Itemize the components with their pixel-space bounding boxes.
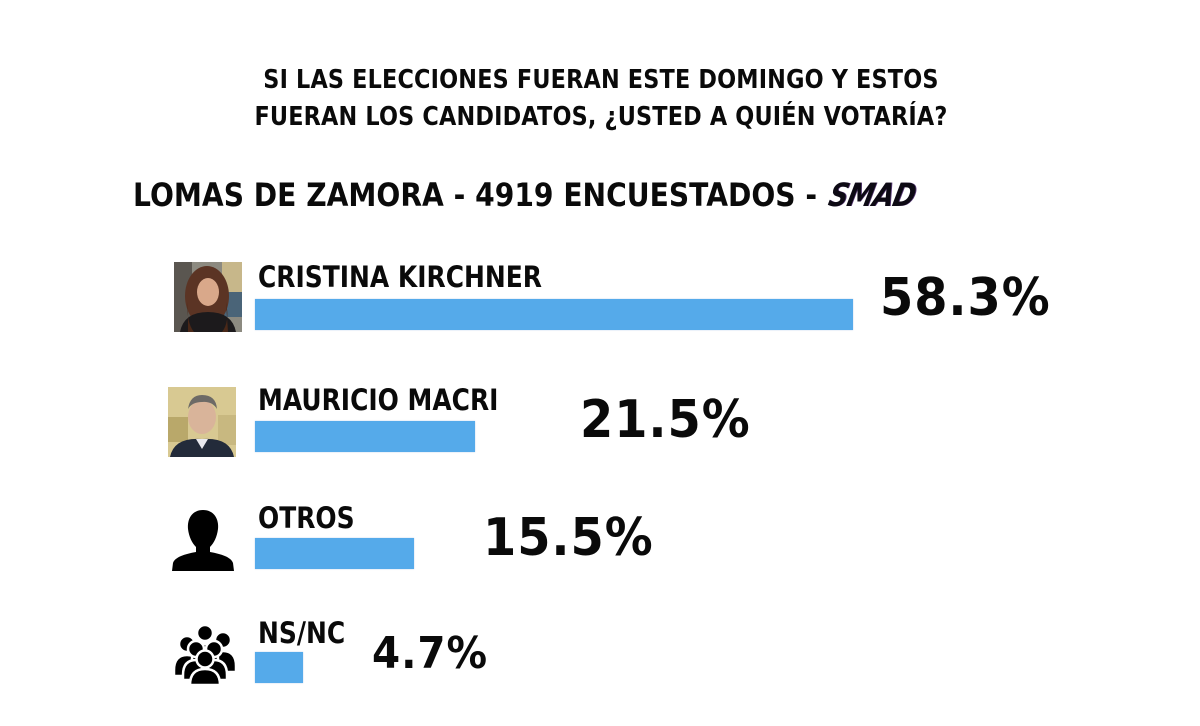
bar-value-label: 15.5% — [483, 508, 654, 568]
bar-value-label: 58.3% — [880, 268, 1051, 328]
bar — [255, 421, 475, 452]
group-people-icon — [172, 622, 238, 686]
portrait-cristina-kirchner — [174, 262, 242, 332]
bar — [255, 538, 414, 569]
bar — [255, 652, 303, 683]
subtitle-text: LOMAS DE ZAMORA - 4919 ENCUESTADOS - — [133, 176, 827, 214]
bar-label: CRISTINA KIRCHNER — [258, 260, 543, 294]
bar-value-label: 21.5% — [580, 390, 751, 450]
bar-label: MAURICIO MACRI — [258, 383, 499, 417]
bar-label: OTROS — [258, 501, 355, 535]
portrait-mauricio-macri — [168, 387, 236, 457]
brand-logo: SMAD — [824, 176, 919, 214]
bar-label: NS/NC — [258, 616, 346, 650]
chart-subtitle: LOMAS DE ZAMORA - 4919 ENCUESTADOS - SMA… — [133, 175, 919, 215]
bar-value-label: 4.7% — [372, 628, 488, 679]
bar — [255, 299, 853, 330]
chart-title: SI LAS ELECCIONES FUERAN ESTE DOMINGO Y … — [85, 62, 1117, 136]
person-silhouette-icon — [169, 507, 237, 577]
title-line-2: FUERAN LOS CANDIDATOS, ¿USTED A QUIÉN VO… — [254, 102, 948, 132]
title-line-1: SI LAS ELECCIONES FUERAN ESTE DOMINGO Y … — [263, 65, 939, 95]
